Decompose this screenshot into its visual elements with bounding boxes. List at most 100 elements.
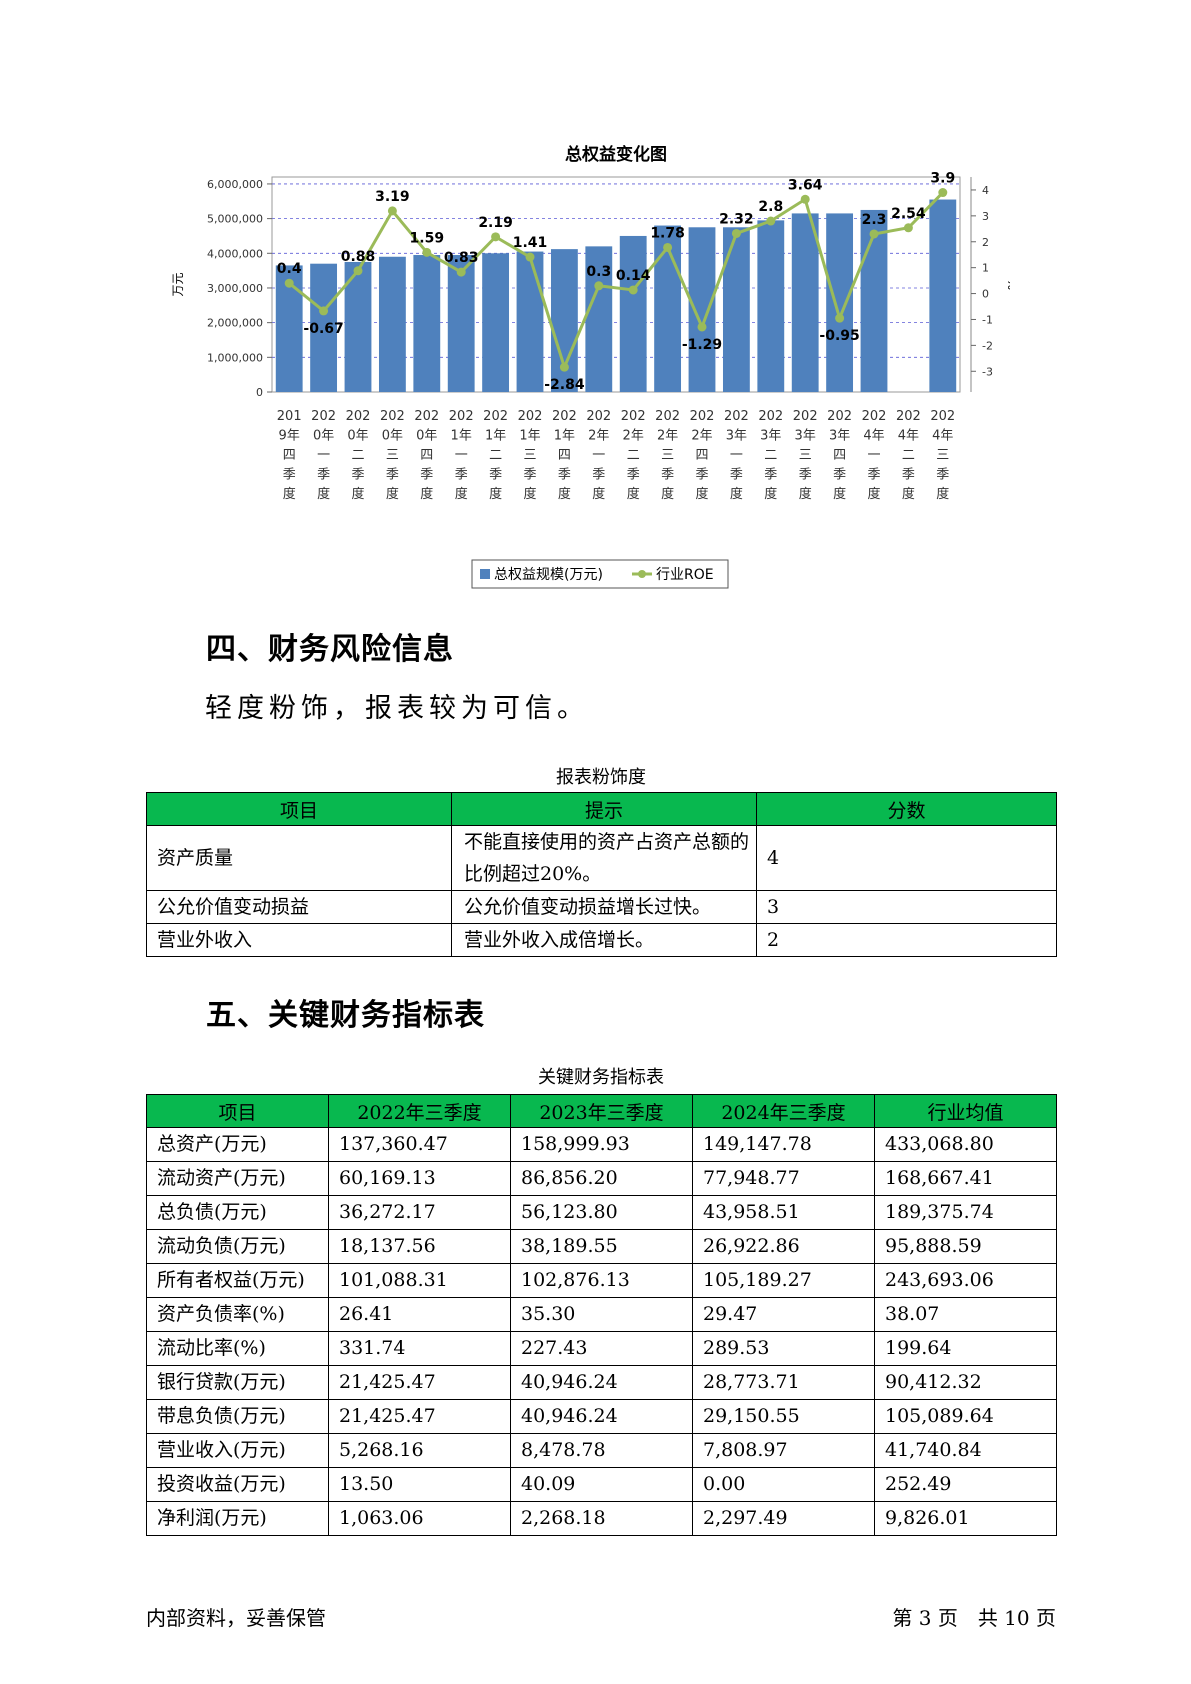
bar [688, 227, 716, 392]
footer-confidential-note: 内部资料，妥善保管 [146, 1606, 326, 1630]
value-cell: 38.07 [874, 1297, 1057, 1332]
bar [378, 256, 406, 392]
value-cell: 0.00 [692, 1467, 875, 1502]
x-tick-label: 四 [833, 448, 846, 463]
table-row: 营业收入(万元) 5,268.16 8,478.78 7,808.97 41,740.8… [146, 1433, 1057, 1468]
y2-tick-label: -1 [982, 313, 993, 326]
x-tick-label: 度 [936, 486, 949, 502]
x-tick-label: 季 [523, 468, 536, 483]
x-tick-label: 度 [283, 486, 296, 502]
value-cell: 29,150.55 [692, 1399, 875, 1434]
x-tick-label: 季 [420, 468, 433, 483]
roe-data-label: 0.4 [277, 261, 302, 277]
header-cell: 2024年三季度 [692, 1094, 875, 1128]
x-tick-label: 1年 [451, 429, 472, 444]
value-cell: 43,958.51 [692, 1195, 875, 1230]
bar [654, 225, 682, 392]
x-tick-label: 0年 [313, 429, 334, 444]
value-cell: 2,297.49 [692, 1501, 875, 1536]
x-tick-label: 202 [896, 409, 921, 424]
y2-tick-label: -3 [982, 365, 993, 378]
bar [791, 213, 819, 392]
x-tick-label: 0年 [416, 429, 437, 444]
roe-data-label: 0.14 [616, 268, 651, 284]
x-tick-label: 2年 [691, 429, 712, 444]
x-tick-label: 202 [483, 409, 508, 424]
plot-area [271, 176, 961, 393]
legend-label-line: 行业ROE [656, 567, 714, 583]
value-cell: 21,425.47 [328, 1365, 511, 1400]
value-cell: 227.43 [510, 1331, 693, 1366]
item-cell: 公允价值变动损益 [146, 890, 452, 924]
roe-point [903, 223, 913, 233]
roe-point [525, 252, 535, 262]
header-cell: 2022年三季度 [328, 1094, 511, 1128]
x-tick-label: 度 [489, 486, 502, 502]
value-cell: 1,063.06 [328, 1501, 511, 1536]
x-tick-label: 4年 [932, 429, 953, 444]
section-title-key-indicators: 五、关键财务指标表 [206, 998, 485, 1033]
table-row: 公允价值变动损益 公允价值变动损益增长过快。 3 [146, 890, 1057, 924]
item-cell: 资产负债率(%) [146, 1297, 329, 1332]
x-tick-label: 季 [799, 468, 812, 483]
value-cell: 331.74 [328, 1331, 511, 1366]
bar [860, 209, 888, 392]
chart-svg: 总权益变化图 0 1,000,000 2,000,000 3,000,000 4,000,… [171, 144, 1010, 589]
x-tick-label: 度 [695, 486, 708, 502]
y2-tick-label: 4 [982, 184, 989, 197]
value-cell: 243,693.06 [874, 1263, 1057, 1298]
roe-point [422, 247, 432, 257]
roe-data-label: 3.64 [788, 177, 823, 193]
roe-point [456, 267, 466, 277]
roe-data-label: 0.88 [341, 249, 376, 265]
item-cell: 净利润(万元) [146, 1501, 329, 1536]
x-tick-label: 202 [380, 409, 405, 424]
y-tick-label: 1,000,000 [207, 351, 263, 364]
value-cell: 2,268.18 [510, 1501, 693, 1536]
item-cell: 流动资产(万元) [146, 1161, 329, 1196]
x-tick-label: 季 [867, 468, 880, 483]
x-tick-label: 季 [936, 468, 949, 483]
roe-point [663, 242, 673, 252]
table-row: 银行贷款(万元) 21,425.47 40,946.24 28,773.71 90,41… [146, 1365, 1057, 1400]
x-tick-label: 季 [489, 468, 502, 483]
table-row: 资产质量 不能直接使用的资产占资产总额的比例超过20%。 4 [146, 825, 1057, 891]
header-cell: 项目 [146, 792, 452, 826]
x-tick-label: 201 [277, 409, 302, 424]
x-tick-label: 度 [799, 486, 812, 502]
x-tick-label: 202 [311, 409, 336, 424]
x-tick-label: 度 [317, 486, 330, 502]
x-tick-label: 202 [793, 409, 818, 424]
score-cell: 2 [756, 923, 1057, 957]
value-cell: 5,268.16 [328, 1433, 511, 1468]
x-tick-label: 202 [414, 409, 439, 424]
x-tick-label: 季 [695, 468, 708, 483]
x-tick-label: 3年 [760, 429, 781, 444]
x-tick-label: 0年 [347, 429, 368, 444]
value-cell: 101,088.31 [328, 1263, 511, 1298]
legend-swatch-point [638, 570, 646, 578]
bar [722, 227, 750, 392]
roe-point [731, 228, 741, 238]
item-cell: 所有者权益(万元) [146, 1263, 329, 1298]
value-cell: 9,826.01 [874, 1501, 1057, 1536]
x-tick-label: 1年 [519, 429, 540, 444]
x-tick-label: 3年 [829, 429, 850, 444]
value-cell: 252.49 [874, 1467, 1057, 1502]
x-tick-label: 季 [627, 468, 640, 483]
item-cell: 银行贷款(万元) [146, 1365, 329, 1400]
x-tick-label: 二 [489, 448, 502, 463]
x-tick-label: 2年 [657, 429, 678, 444]
value-cell: 40.09 [510, 1467, 693, 1502]
x-tick-label: 202 [552, 409, 577, 424]
bar [619, 235, 647, 392]
roe-point [284, 278, 294, 288]
equity-chart: 总权益变化图 0 1,000,000 2,000,000 3,000,000 4,000,… [160, 140, 1010, 600]
roe-data-label: 2.8 [758, 199, 783, 215]
x-tick-label: 202 [930, 409, 955, 424]
x-tick-label: 202 [449, 409, 474, 424]
bar [482, 253, 510, 392]
item-cell: 营业外收入 [146, 923, 452, 957]
header-cell: 2023年三季度 [510, 1094, 693, 1128]
roe-data-label: 2.19 [478, 215, 513, 231]
